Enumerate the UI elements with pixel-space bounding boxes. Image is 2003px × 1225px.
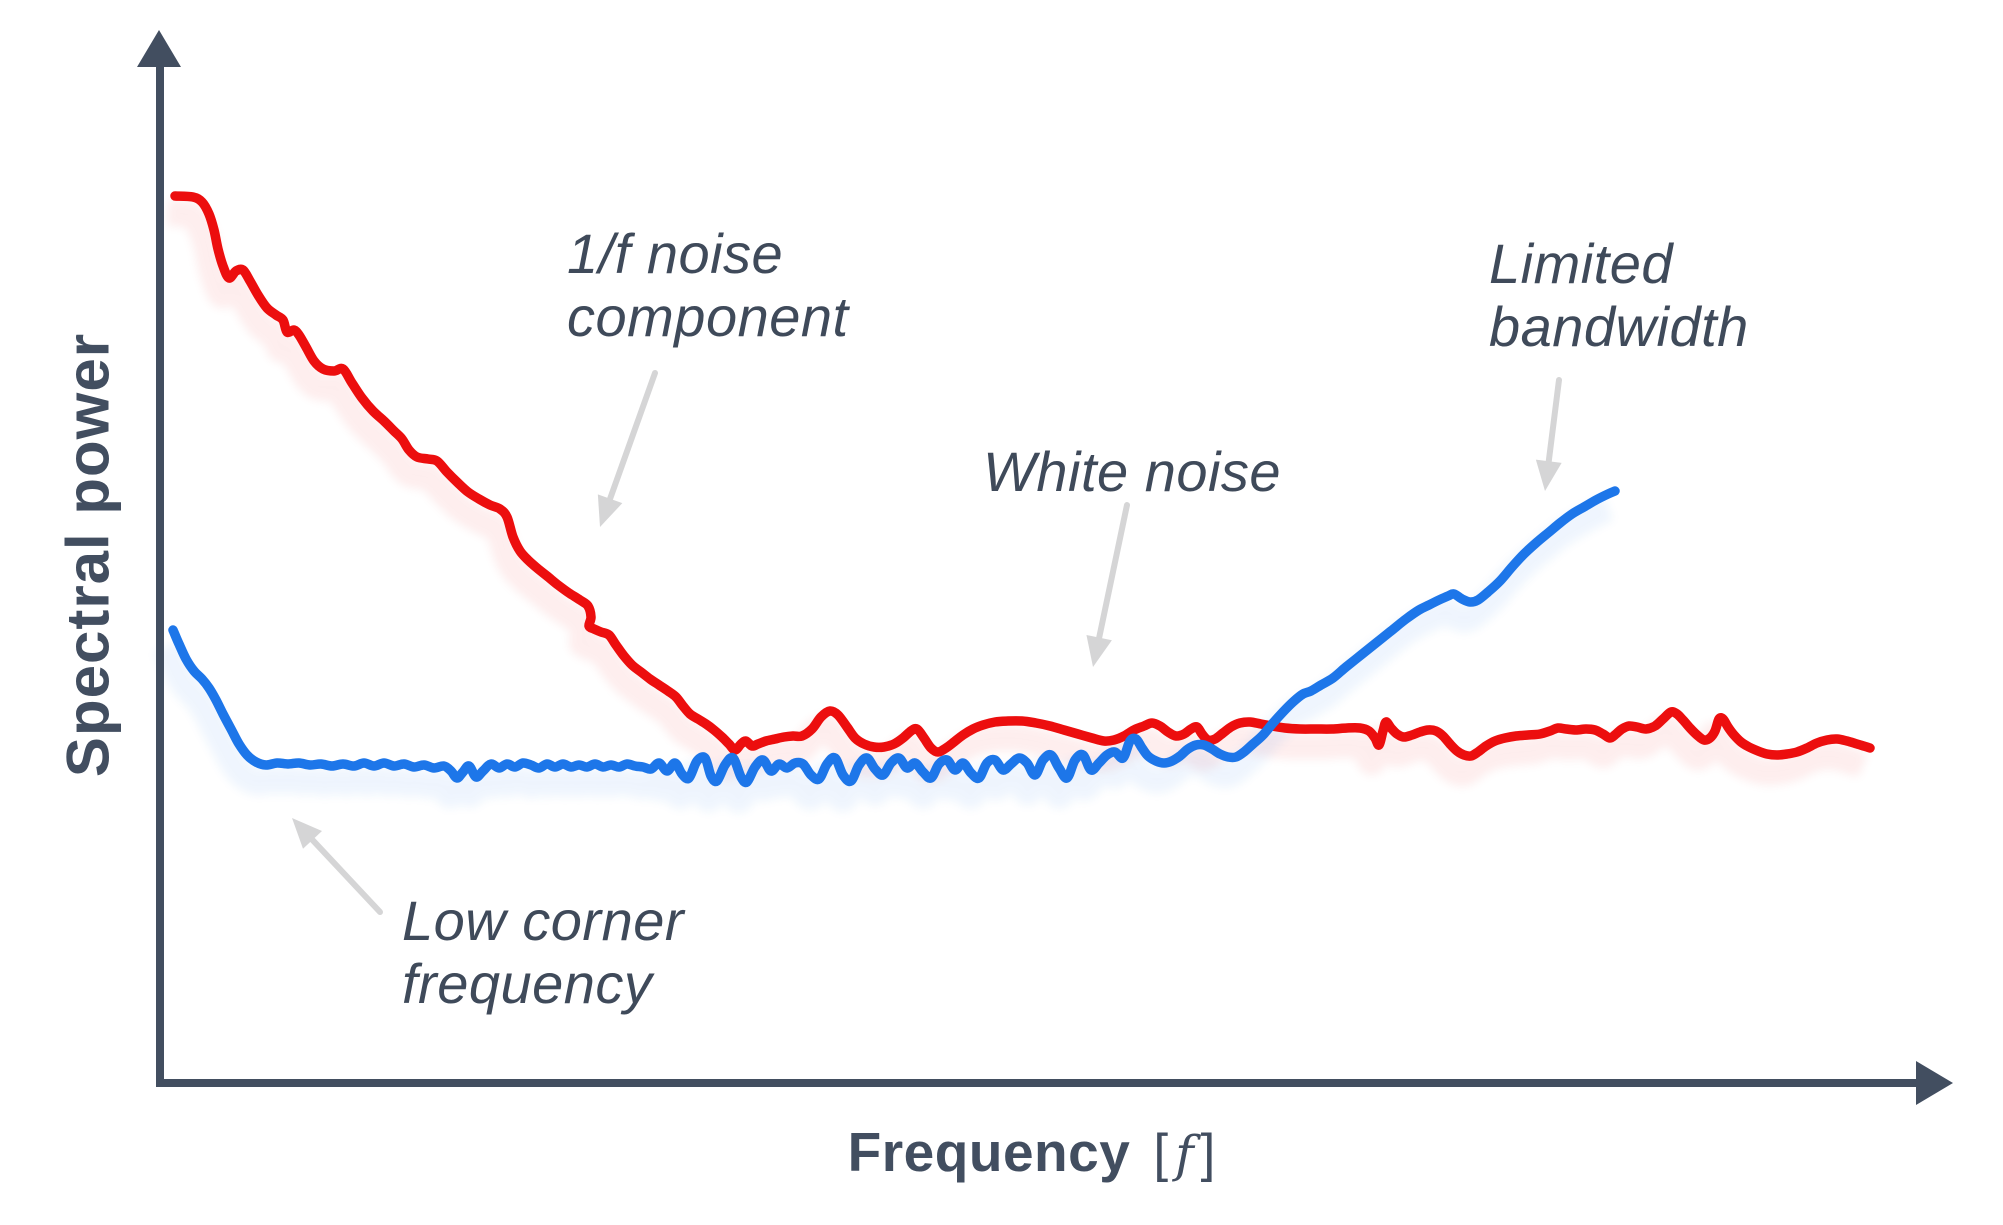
annotation-arrowhead-low-corner-frequency bbox=[292, 818, 322, 849]
x-axis-label-main: Frequency bbox=[847, 1121, 1131, 1183]
annotation-arrow-white-noise bbox=[1096, 502, 1130, 641]
bracket-open: [ bbox=[1153, 1124, 1169, 1183]
y-axis-arrowhead-icon bbox=[137, 30, 181, 67]
red-curve-path bbox=[170, 191, 1875, 761]
annotation-line: Limited bbox=[1489, 232, 1674, 295]
red-curve-glow bbox=[167, 200, 1868, 787]
annotation-arrowhead-white-noise bbox=[1086, 634, 1112, 667]
annotation-arrowhead-one-over-f-noise bbox=[597, 494, 623, 527]
annotation-line: Low corner bbox=[402, 889, 685, 952]
annotation-white-noise: White noise bbox=[983, 440, 1281, 503]
frequency-symbol: f bbox=[1175, 1125, 1194, 1183]
annotation-arrow-one-over-f-noise bbox=[607, 370, 658, 502]
annotation-low-corner-frequency: Low corner frequency bbox=[402, 889, 684, 1015]
annotation-line: White noise bbox=[983, 440, 1282, 503]
x-axis-arrowhead-icon bbox=[1916, 1061, 1953, 1105]
x-axis-label: Frequency [f] bbox=[848, 1120, 1223, 1184]
blue-curve-path bbox=[168, 486, 1620, 788]
x-axis-label-unit: [f] bbox=[1146, 1123, 1222, 1184]
annotation-limited-bandwidth: Limited bandwidth bbox=[1489, 232, 1749, 358]
annotation-line: 1/f noise bbox=[567, 222, 784, 285]
annotation-arrow-limited-bandwidth bbox=[1545, 377, 1562, 465]
annotation-arrowhead-limited-bandwidth bbox=[1535, 459, 1562, 491]
annotation-line: bandwidth bbox=[1489, 295, 1749, 358]
y-axis-label: Spectral power bbox=[54, 332, 122, 778]
annotation-one-over-f-noise: 1/f noise component bbox=[567, 222, 849, 348]
annotation-line: frequency bbox=[402, 952, 653, 1015]
annotation-line: component bbox=[567, 285, 849, 348]
bracket-close: ] bbox=[1200, 1124, 1216, 1183]
annotation-arrow-low-corner-frequency bbox=[309, 836, 383, 915]
